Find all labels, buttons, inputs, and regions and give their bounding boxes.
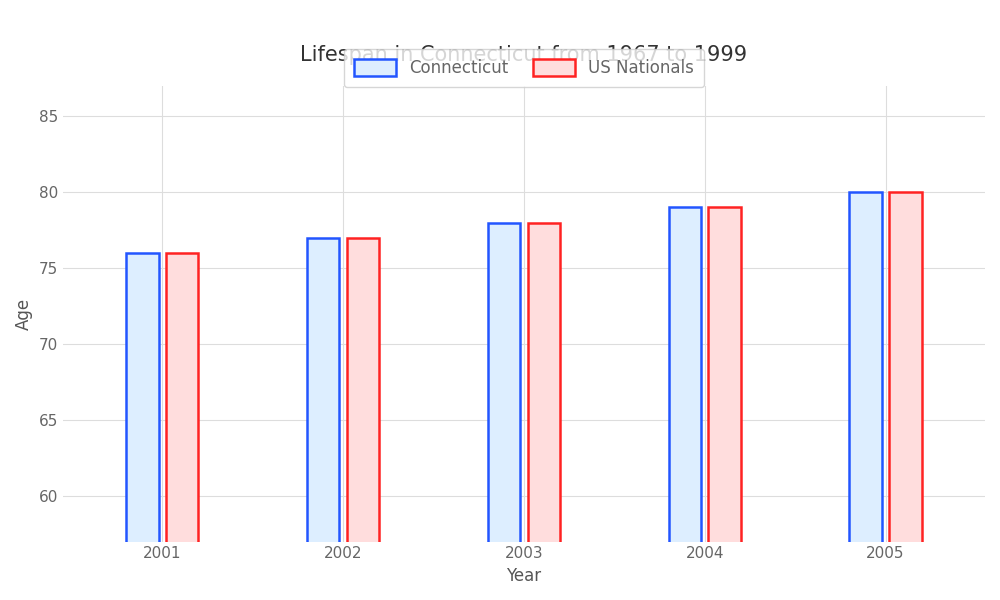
Y-axis label: Age: Age — [15, 298, 33, 330]
Legend: Connecticut, US Nationals: Connecticut, US Nationals — [344, 49, 704, 87]
Bar — [307, 238, 339, 600]
Bar — [347, 238, 379, 600]
Bar — [669, 208, 701, 600]
Bar — [166, 253, 198, 600]
Bar — [126, 253, 159, 600]
Bar — [889, 193, 922, 600]
Bar — [849, 193, 882, 600]
Title: Lifespan in Connecticut from 1967 to 1999: Lifespan in Connecticut from 1967 to 199… — [300, 45, 747, 65]
Bar — [488, 223, 520, 600]
Bar — [708, 208, 741, 600]
X-axis label: Year: Year — [506, 567, 541, 585]
Bar — [528, 223, 560, 600]
